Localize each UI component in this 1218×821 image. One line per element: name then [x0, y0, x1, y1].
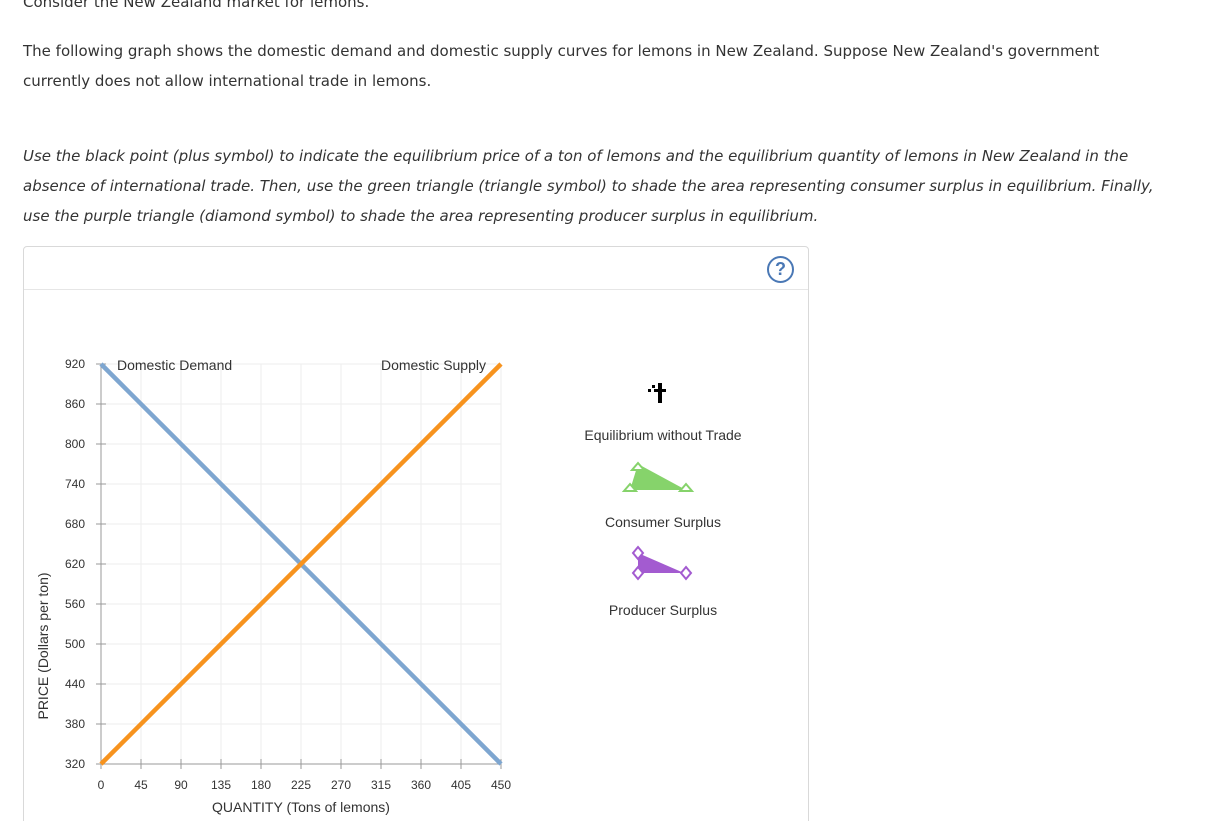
x-tick-label: 180: [251, 778, 271, 792]
axes: 920 860 800 740 680 620 560 500 440 380 320 0 45 90 13…: [65, 357, 511, 792]
help-icon[interactable]: ?: [767, 256, 794, 283]
x-tick-label: 45: [134, 778, 148, 792]
y-tick-label: 620: [65, 557, 85, 571]
description-text: The following graph shows the domestic d…: [23, 42, 1100, 90]
y-tick-label: 440: [65, 677, 85, 691]
grid: [101, 363, 502, 764]
x-tick-label: 135: [211, 778, 231, 792]
producer-surplus-tool[interactable]: Producer Surplus: [609, 545, 717, 618]
diamond-icon[interactable]: [631, 545, 693, 581]
x-tick-label: 270: [331, 778, 351, 792]
y-tick-label: 800: [65, 437, 85, 451]
triangle-icon[interactable]: [621, 461, 695, 492]
graph-panel: ? 920 860 800 740 680 620 560 500 440 380 320 0 45 90…: [23, 246, 809, 821]
supply-curve: [99, 362, 503, 766]
x-tick-label: 0: [98, 778, 105, 792]
y-tick-label: 500: [65, 637, 85, 651]
y-tick-label: 320: [65, 757, 85, 771]
equilibrium-tool[interactable]: Equilibrium without Trade: [584, 383, 742, 443]
intro-text: Consider the New Zealand market for lemo…: [23, 0, 370, 11]
supply-curve-label: Domestic Supply: [381, 357, 486, 373]
consumer-surplus-tool-label: Consumer Surplus: [605, 514, 721, 530]
consumer-surplus-tool[interactable]: Consumer Surplus: [605, 461, 721, 530]
x-tick-label: 90: [174, 778, 188, 792]
axis-labels: PRICE (Dollars per ton) QUANTITY (Tons o…: [35, 572, 390, 815]
plus-icon[interactable]: [648, 383, 666, 403]
x-tick-label: 405: [451, 778, 471, 792]
y-tick-label: 680: [65, 517, 85, 531]
equilibrium-tool-label: Equilibrium without Trade: [584, 427, 741, 443]
producer-surplus-tool-label: Producer Surplus: [609, 602, 717, 618]
x-tick-label: 360: [411, 778, 431, 792]
y-axis-label: PRICE (Dollars per ton): [35, 572, 51, 719]
x-tick-label: 450: [491, 778, 511, 792]
y-tick-label: 860: [65, 397, 85, 411]
x-tick-label: 315: [371, 778, 391, 792]
y-tick-label: 740: [65, 477, 85, 491]
x-tick-label: 225: [291, 778, 311, 792]
demand-curve-label: Domestic Demand: [117, 357, 232, 373]
y-tick-label: 380: [65, 717, 85, 731]
y-tick-label: 560: [65, 597, 85, 611]
series-lines: Domestic Demand Domestic Supply: [99, 357, 503, 766]
panel-header: ?: [24, 247, 808, 290]
x-axis-label: QUANTITY (Tons of lemons): [212, 799, 390, 815]
instructions-text: Use the black point (plus symbol) to ind…: [23, 147, 1154, 225]
graph-svg[interactable]: 920 860 800 740 680 620 560 500 440 380 320 0 45 90 13…: [24, 247, 808, 821]
y-tick-label: 920: [65, 357, 85, 371]
